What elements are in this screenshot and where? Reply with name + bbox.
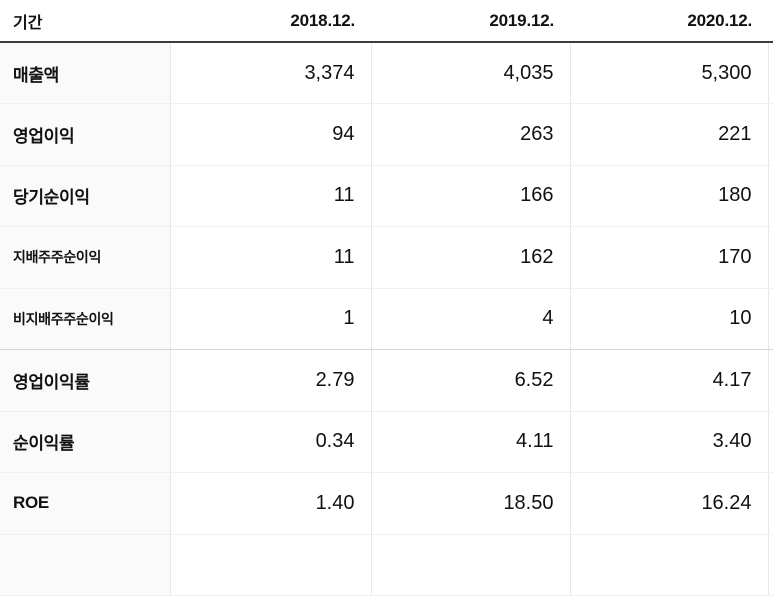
row-label: 지배주주순이익 (0, 226, 170, 289)
row-label (0, 534, 170, 596)
clipped-edge-cell (767, 42, 773, 104)
clipped-edge-cell (767, 226, 773, 289)
cell-value (169, 534, 371, 596)
clipped-edge-cell (767, 288, 773, 350)
table-row: 영업이익률 2.79 6.52 4.17 (0, 349, 773, 412)
header-col-2020-12: 2020.12. (570, 0, 768, 43)
header-period-label: 기간 (0, 0, 170, 43)
clipped-edge-cell (767, 103, 773, 166)
clipped-edge-cell (767, 349, 773, 412)
cell-value: 10 (569, 288, 768, 350)
table-row: 비지배주주순이익 1 4 10 (0, 288, 773, 350)
table-row: 당기순이익 11 166 180 (0, 165, 773, 227)
header-col-2019-12: 2019.12. (371, 0, 570, 43)
cell-value: 2.79 (169, 349, 371, 412)
cell-value (569, 534, 768, 596)
cell-value: 16.24 (569, 472, 768, 535)
row-label: 당기순이익 (0, 165, 170, 227)
table-row: 지배주주순이익 11 162 170 (0, 226, 773, 289)
cell-value: 6.52 (370, 349, 570, 412)
cell-value: 5,300 (569, 42, 768, 104)
cell-value: 11 (169, 165, 371, 227)
cell-value: 1.40 (169, 472, 371, 535)
cell-value: 4.11 (370, 411, 570, 473)
header-clipped-column (768, 0, 773, 43)
row-label: 순이익률 (0, 411, 170, 473)
row-label: 영업이익 (0, 103, 170, 166)
clipped-bottom-row (0, 534, 773, 596)
clipped-edge-cell (767, 165, 773, 227)
row-label: 비지배주주순이익 (0, 288, 170, 350)
header-col-2018-12: 2018.12. (170, 0, 371, 43)
clipped-edge-cell (767, 472, 773, 535)
cell-value: 263 (370, 103, 570, 166)
cell-value (370, 534, 570, 596)
table-body: 매출액 3,374 4,035 5,300 영업이익 94 263 221 당기순이익 11 166… (0, 42, 773, 596)
cell-value: 11 (169, 226, 371, 289)
cell-value: 4 (370, 288, 570, 350)
cell-value: 170 (569, 226, 768, 289)
clipped-edge-cell (767, 411, 773, 473)
cell-value: 18.50 (370, 472, 570, 535)
row-label: ROE (0, 472, 170, 535)
header-row: 기간 2018.12. 2019.12. 2020.12. (0, 0, 773, 43)
cell-value: 166 (370, 165, 570, 227)
table-header: 기간 2018.12. 2019.12. 2020.12. (0, 0, 773, 43)
row-label: 영업이익률 (0, 349, 170, 412)
cell-value: 94 (169, 103, 371, 166)
cell-value: 1 (169, 288, 371, 350)
cell-value: 4,035 (370, 42, 570, 104)
row-label: 매출액 (0, 42, 170, 104)
table-row: ROE 1.40 18.50 16.24 (0, 472, 773, 535)
cell-value: 162 (370, 226, 570, 289)
cell-value: 3,374 (169, 42, 371, 104)
cell-value: 4.17 (569, 349, 768, 412)
cell-value: 180 (569, 165, 768, 227)
cell-value: 221 (569, 103, 768, 166)
table-row: 순이익률 0.34 4.11 3.40 (0, 411, 773, 473)
table-row: 영업이익 94 263 221 (0, 103, 773, 166)
cell-value: 3.40 (569, 411, 768, 473)
table-row: 매출액 3,374 4,035 5,300 (0, 42, 773, 104)
cell-value: 0.34 (169, 411, 371, 473)
clipped-edge-cell (767, 534, 773, 596)
